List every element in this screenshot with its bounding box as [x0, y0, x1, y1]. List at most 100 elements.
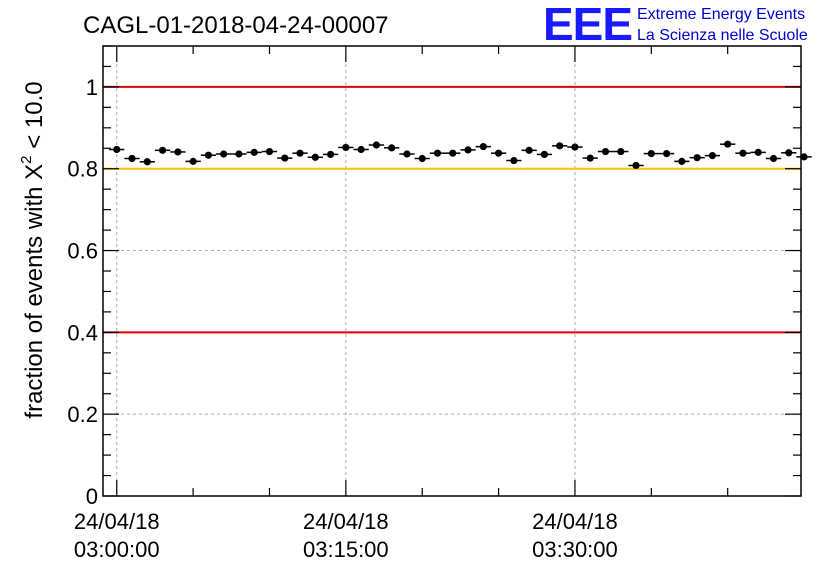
marker-3: [158, 146, 167, 154]
data-point-15: [338, 143, 354, 152]
data-point-10: [261, 147, 278, 156]
marker-13: [311, 153, 319, 161]
marker-33: [617, 147, 625, 156]
eee-logo-line1: Extreme Energy Events: [637, 6, 805, 23]
marker-40: [724, 140, 732, 148]
data-point-45: [796, 153, 812, 161]
x-tick-label-date-0: 24/04/18: [74, 509, 160, 534]
y-tick-label-0: 0: [86, 484, 98, 509]
data-point-7: [216, 150, 232, 158]
marker-43: [769, 154, 778, 163]
marker-41: [739, 149, 747, 157]
y-tick-label-4: 0.8: [67, 157, 98, 182]
data-point-31: [582, 154, 598, 162]
data-point-40: [720, 140, 736, 148]
eee-logo-mark: EEE: [543, 0, 632, 50]
marker-5: [189, 157, 197, 165]
data-point-36: [658, 149, 675, 158]
chart-title: CAGL-01-2018-04-24-00007: [83, 12, 389, 39]
data-point-20: [414, 154, 430, 163]
data-point-3: [154, 146, 171, 154]
data-point-18: [384, 144, 400, 152]
data-point-29: [552, 142, 568, 150]
marker-19: [403, 150, 411, 158]
marker-20: [418, 154, 426, 163]
y-axis-title: fraction of events with X2 < 10.0: [18, 81, 48, 418]
plot-frame: [102, 45, 802, 497]
x-tick-label-time-1: 03:15:00: [303, 537, 389, 562]
marker-17: [372, 141, 380, 149]
data-point-23: [460, 146, 476, 154]
data-point-14: [322, 150, 339, 159]
marker-26: [510, 156, 518, 165]
marker-25: [494, 149, 503, 157]
marker-22: [449, 149, 457, 157]
data-point-0: [109, 145, 125, 154]
data-point-41: [735, 149, 751, 157]
marker-42: [754, 148, 762, 156]
data-point-33: [613, 147, 629, 156]
marker-6: [204, 151, 212, 159]
data-point-39: [704, 152, 721, 160]
marker-21: [433, 149, 442, 157]
marker-18: [388, 144, 396, 152]
data-point-21: [429, 149, 446, 157]
marker-36: [662, 149, 671, 158]
x-tick-label-date-1: 24/04/18: [303, 509, 389, 534]
data-point-34: [628, 161, 644, 170]
data-point-44: [781, 149, 797, 157]
data-point-37: [674, 157, 690, 165]
data-points: [109, 140, 812, 170]
data-point-28: [536, 150, 553, 159]
data-point-6: [200, 151, 217, 159]
data-point-17: [368, 141, 385, 149]
marker-15: [342, 143, 350, 152]
marker-10: [265, 147, 274, 156]
data-point-19: [399, 150, 415, 158]
x-tick-label-date-2: 24/04/18: [532, 509, 618, 534]
marker-8: [235, 150, 243, 158]
marker-7: [220, 150, 228, 158]
marker-4: [174, 148, 182, 156]
data-point-8: [231, 150, 247, 158]
marker-23: [464, 146, 472, 154]
marker-29: [556, 142, 564, 150]
marker-24: [479, 143, 487, 151]
series-0: [109, 140, 812, 170]
y-tick-label-1: 0.2: [67, 402, 98, 427]
data-point-35: [643, 149, 659, 158]
data-point-43: [765, 154, 782, 163]
data-point-5: [185, 157, 201, 165]
marker-2: [143, 158, 151, 166]
marker-32: [601, 147, 610, 156]
marker-16: [357, 145, 365, 154]
tick-labels: 0 0.2 0.4 0.6 0.8 1 24/04/18 03:00:00 24/04/18 03…: [67, 75, 617, 562]
data-point-13: [307, 153, 323, 161]
marker-45: [800, 153, 808, 161]
y-tick-label-2: 0.4: [67, 320, 98, 345]
y-tick-label-3: 0.6: [67, 239, 98, 264]
marker-39: [708, 152, 717, 160]
marker-34: [632, 161, 640, 170]
marker-31: [586, 154, 594, 162]
marker-14: [326, 150, 335, 159]
x-tick-label-time-0: 03:00:00: [74, 537, 160, 562]
data-point-12: [292, 149, 308, 157]
data-point-9: [246, 148, 262, 156]
grid: [103, 46, 801, 496]
data-point-38: [689, 154, 705, 162]
marker-11: [281, 154, 289, 162]
eee-logo: EEE Extreme Energy Events La Scienza nel…: [543, 0, 808, 50]
marker-44: [785, 149, 793, 157]
data-point-26: [506, 156, 522, 165]
y-tick-label-5: 1: [86, 75, 98, 100]
data-point-42: [750, 148, 766, 156]
marker-37: [678, 157, 686, 165]
data-point-32: [597, 147, 614, 156]
marker-0: [113, 145, 121, 154]
data-point-1: [124, 154, 140, 163]
eee-logo-line2: La Scienza nelle Scuole: [637, 27, 808, 44]
data-point-2: [139, 158, 155, 166]
marker-30: [571, 143, 579, 151]
